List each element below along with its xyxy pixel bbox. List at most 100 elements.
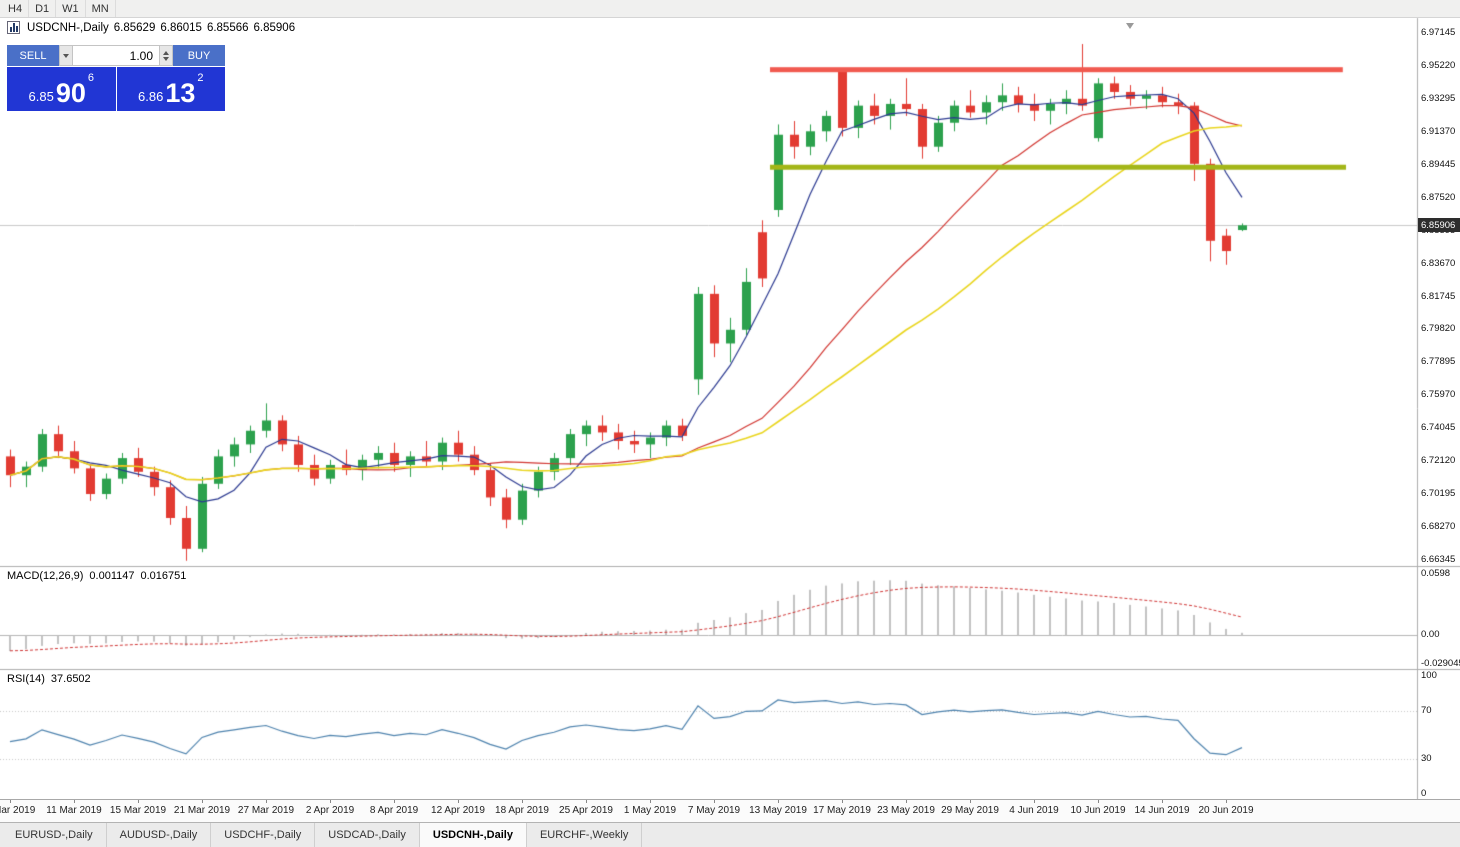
date-tick [138,800,139,803]
chart-tab-eurusd[interactable]: EURUSD-,Daily [2,823,107,847]
date-tick [394,800,395,803]
price-axis-label: 6.87520 [1421,191,1456,203]
current-price-value: 6.85906 [1421,219,1456,231]
chart-tab-usdcnh[interactable]: USDCNH-,Daily [419,823,527,847]
price-axis-label: 6.66345 [1421,554,1456,565]
volume-stepper[interactable] [159,45,173,66]
chevron-down-icon [63,53,69,58]
ask-price-box[interactable]: 6.86 13 2 [116,67,225,111]
price-axis-label: 6.72120 [1421,455,1456,467]
price-chart-canvas[interactable] [0,0,1460,822]
timeframe-button-mn[interactable]: MN [86,0,116,17]
ohlc-close: 6.85906 [253,21,296,34]
date-axis-label: 14 Jun 2019 [1134,805,1190,816]
date-axis-label: 27 Mar 2019 [237,805,295,816]
date-axis-label: 21 Mar 2019 [173,805,231,816]
ohlc-open: 6.85629 [113,21,156,34]
macd-main-value: 0.001147 [89,570,135,582]
macd-indicator-label: MACD(12,26,9) 0.001147 0.016751 [7,570,186,582]
price-axis[interactable]: 6.97145 6.95220 6.93295 6.91370 6.89445 6.875… [1418,18,1460,799]
timeframe-toolbar: H4 D1 W1 MN [0,0,1460,18]
date-tick [970,800,971,803]
price-axis-label: 6.79820 [1421,323,1456,335]
price-axis-label: 6.95220 [1421,59,1456,71]
rsi-indicator-label: RSI(14) 37.6502 [7,673,91,685]
date-tick [330,800,331,803]
timeframe-button-h4[interactable]: H4 [2,0,30,17]
timeframe-button-w1[interactable]: W1 [56,0,86,17]
date-tick [74,800,75,803]
price-axis-label: 6.68270 [1421,521,1456,533]
date-tick [522,800,523,803]
date-axis-label: 13 May 2019 [749,805,807,816]
timeframe-button-d1[interactable]: D1 [29,0,57,17]
bid-price-box[interactable]: 6.85 90 6 [7,67,116,111]
date-axis-label: 1 May 2019 [623,805,677,816]
date-tick [202,800,203,803]
date-axis-label: 4 Jun 2019 [1009,805,1059,816]
ask-prefix: 6.86 [138,89,164,104]
rsi-value: 37.6502 [50,673,91,685]
rsi-axis-label: 0 [1421,788,1427,799]
one-click-trading-panel: SELL BUY 6.85 90 6 6.86 13 2 [7,45,225,111]
date-tick [1226,800,1227,803]
chart-tab-audusd[interactable]: AUDUSD-,Daily [106,823,212,847]
date-axis-label: 18 Apr 2019 [495,805,549,816]
chart-title: USDCNH-,Daily 6.85629 6.86015 6.85566 6.… [7,21,295,34]
date-tick [650,800,651,803]
date-tick [458,800,459,803]
price-axis-label: 6.83670 [1421,257,1456,269]
price-axis-label: 6.70195 [1421,488,1456,500]
bid-prefix: 6.85 [28,89,54,104]
macd-signal-value: 0.016751 [140,570,187,582]
macd-name: MACD(12,26,9) [7,570,84,582]
chart-tabs-bar: EURUSD-,Daily AUDUSD-,Daily USDCHF-,Daily U… [0,822,1460,847]
date-axis-label: 7 May 2019 [687,805,741,816]
macd-axis-label: 0.0598 [1421,568,1451,579]
date-tick [714,800,715,803]
rsi-axis-label: 30 [1421,752,1432,764]
date-axis-label: 29 May 2019 [941,805,999,816]
price-axis-label: 6.74045 [1421,422,1456,434]
chart-shift-marker[interactable] [1126,23,1134,29]
macd-axis-label: 0.00 [1421,628,1440,640]
date-tick [1162,800,1163,803]
date-axis-label: 10 Jun 2019 [1070,805,1126,816]
date-axis-label: 11 Mar 2019 [46,805,102,816]
date-tick [1034,800,1035,803]
sell-button[interactable]: SELL [7,45,59,66]
bid-big-digits: 90 [55,78,86,108]
price-axis-label: 6.89445 [1421,158,1456,170]
date-tick [906,800,907,803]
date-tick [266,800,267,803]
date-axis-label: 20 Jun 2019 [1198,805,1254,816]
price-axis-label: 6.93295 [1421,92,1456,104]
buy-button[interactable]: BUY [173,45,225,66]
date-axis-label: 23 May 2019 [877,805,935,816]
date-axis-label: 5 Mar 2019 [0,805,36,816]
date-axis-label: 25 Apr 2019 [559,805,613,816]
ohlc-low: 6.85566 [206,21,249,34]
volume-input[interactable] [73,45,159,66]
date-axis[interactable]: 5 Mar 2019 11 Mar 2019 15 Mar 2019 21 Mar 2… [0,799,1460,822]
date-tick [842,800,843,803]
date-tick [10,800,11,803]
date-tick [586,800,587,803]
price-axis-label: 6.91370 [1421,125,1456,137]
chart-icon [7,21,20,34]
date-axis-label: 17 May 2019 [813,805,871,816]
ask-big-digits: 13 [165,78,196,108]
chart-tab-usdcad[interactable]: USDCAD-,Daily [315,823,420,847]
price-axis-label: 6.75970 [1421,389,1456,401]
date-tick [1098,800,1099,803]
chart-symbol-period: USDCNH-,Daily [27,21,109,34]
current-price-tag: 6.85906 [1418,218,1460,233]
chart-tab-eurchf[interactable]: EURCHF-,Weekly [526,823,643,847]
bid-pip-digit: 6 [87,72,94,84]
date-axis-label: 15 Mar 2019 [109,805,167,816]
date-tick [778,800,779,803]
volume-dropdown-button[interactable] [59,45,73,66]
chevron-up-icon [163,50,169,55]
chart-tab-usdchf[interactable]: USDCHF-,Daily [211,823,316,847]
rsi-name: RSI(14) [7,673,45,685]
